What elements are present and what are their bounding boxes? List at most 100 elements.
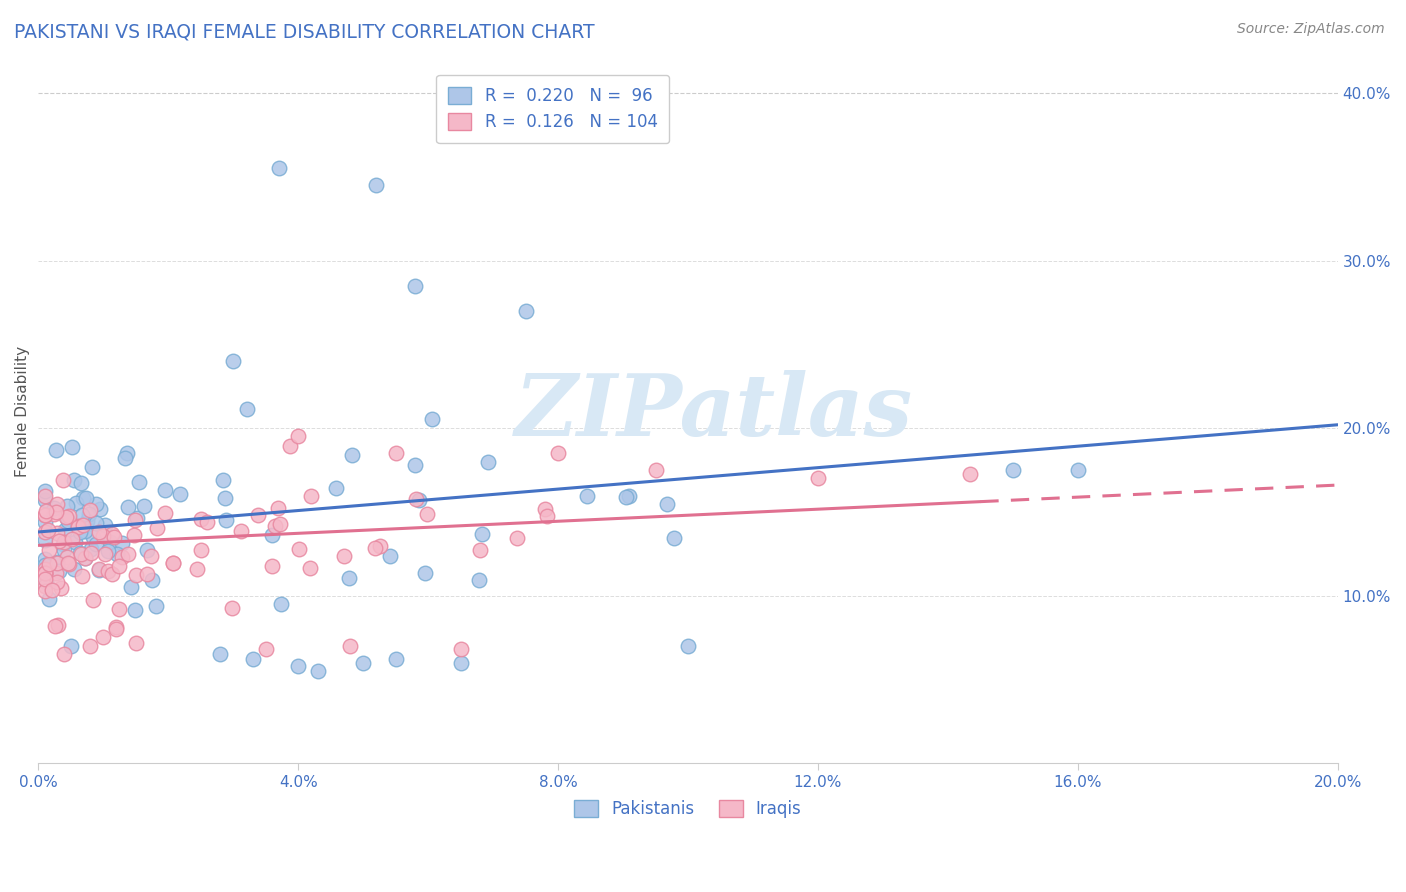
Point (450, 656, 472, 670)
Point (515, 303, 537, 318)
Point (404, 278, 426, 293)
Point (269, 516, 291, 531)
Point (34, 533, 56, 548)
Point (229, 524, 252, 539)
Point (34, 562, 56, 576)
Point (45, 442, 67, 457)
Point (52, 535, 75, 549)
Point (254, 642, 277, 657)
Point (34, 552, 56, 566)
Point (35, 574, 58, 589)
Point (267, 161, 290, 176)
Point (45, 497, 67, 511)
Point (55, 510, 77, 524)
Point (45, 525, 67, 540)
Point (287, 541, 309, 556)
Point (339, 639, 361, 653)
Point (125, 568, 148, 582)
Point (115, 446, 138, 460)
Point (42, 500, 65, 515)
Point (1067, 463, 1090, 477)
Point (98, 535, 121, 549)
Point (56, 514, 79, 528)
Point (34, 579, 56, 593)
Point (45, 566, 67, 580)
Point (114, 450, 136, 465)
Point (536, 509, 558, 524)
Point (97, 544, 120, 558)
Point (58, 508, 80, 523)
Point (655, 497, 678, 511)
Point (117, 500, 139, 514)
Point (617, 489, 640, 503)
Point (41, 583, 63, 598)
Point (420, 412, 443, 426)
Point (80, 546, 103, 560)
Point (262, 528, 284, 542)
Point (93, 518, 115, 533)
Point (91, 631, 114, 645)
Point (105, 622, 128, 636)
Point (91, 528, 114, 542)
Point (87, 563, 110, 577)
Point (79, 639, 101, 653)
Point (111, 536, 134, 550)
Point (46, 556, 69, 570)
Point (405, 491, 427, 506)
Point (34, 489, 56, 503)
Point (97, 564, 120, 578)
Point (384, 446, 406, 460)
Point (533, 501, 555, 516)
Point (644, 463, 666, 477)
Point (264, 519, 287, 533)
Point (65, 496, 87, 510)
Point (48, 534, 70, 549)
Point (124, 603, 146, 617)
Point (664, 531, 686, 545)
Point (34, 566, 56, 581)
Point (404, 458, 426, 473)
Point (67, 520, 90, 534)
Point (278, 439, 301, 453)
Point (60, 532, 83, 546)
Point (34, 558, 56, 572)
Point (38, 558, 60, 572)
Point (76, 514, 98, 528)
Point (413, 566, 436, 580)
Legend: Pakistanis, Iraqis: Pakistanis, Iraqis (568, 794, 808, 825)
Point (132, 500, 155, 514)
Point (69, 525, 91, 540)
Point (547, 446, 569, 460)
Point (676, 639, 699, 653)
Point (45, 574, 67, 589)
Point (108, 601, 131, 615)
Point (34, 504, 56, 518)
Point (34, 492, 56, 507)
Point (101, 566, 124, 581)
Point (79, 502, 101, 516)
Point (124, 513, 146, 527)
Point (45, 505, 67, 519)
Point (75, 491, 97, 505)
Text: Source: ZipAtlas.com: Source: ZipAtlas.com (1237, 22, 1385, 37)
Point (260, 559, 283, 574)
Point (46, 555, 69, 569)
Point (340, 448, 363, 462)
Point (337, 571, 360, 585)
Point (366, 178, 388, 193)
Point (298, 560, 321, 574)
Point (82, 530, 104, 544)
Point (48, 564, 70, 578)
Point (364, 541, 387, 556)
Point (287, 659, 309, 673)
Point (69, 547, 91, 561)
Point (72, 517, 94, 532)
Point (53, 524, 76, 538)
Point (103, 530, 125, 544)
Point (287, 429, 309, 443)
Point (471, 527, 494, 541)
Text: ZIPatlas: ZIPatlas (515, 369, 912, 453)
Point (135, 542, 157, 557)
Point (87, 524, 110, 539)
Point (197, 516, 219, 530)
